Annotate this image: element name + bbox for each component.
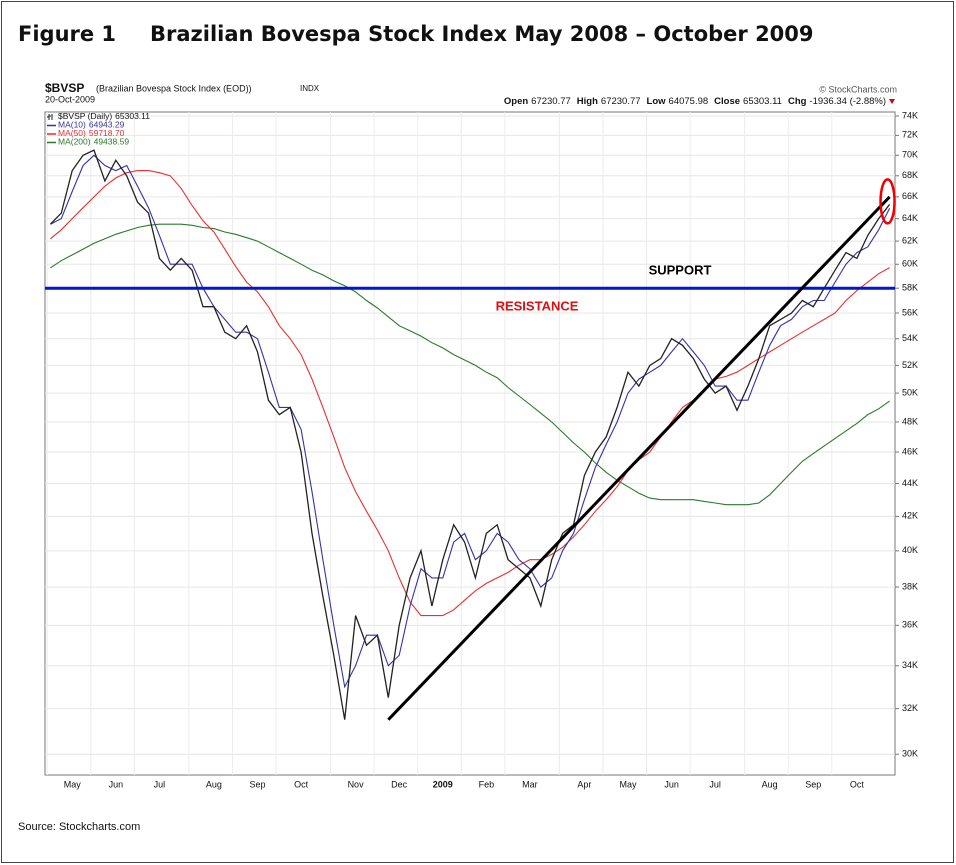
legend-name: $BVSP (Daily) (58, 111, 112, 121)
x-tick-label: May (620, 779, 638, 789)
highlight (879, 178, 896, 225)
price-line (49, 149, 891, 720)
quote-label: High (577, 96, 598, 107)
y-tick-label: 70K (902, 150, 918, 160)
symbol: $BVSP (45, 81, 84, 95)
quote-label: Chg (788, 96, 807, 107)
legend-entry: $BVSP (Daily) 65303.11 (58, 111, 150, 121)
y-tick-label: 64K (902, 213, 918, 223)
legend-value: 49438.59 (94, 137, 130, 147)
y-tick-label: 58K (902, 283, 918, 293)
y-tick-label: 74K (902, 110, 918, 120)
quote-label: Low (647, 96, 667, 107)
x-tick-label: Oct (294, 779, 309, 789)
y-tick-label: 30K (902, 749, 918, 759)
legend-icon (47, 114, 53, 120)
quote-label: Open (504, 96, 528, 107)
y-tick-label: 68K (902, 170, 918, 180)
x-tick-label: Feb (479, 779, 495, 789)
y-tick-label: 32K (902, 703, 918, 713)
ma-line (50, 154, 891, 689)
y-tick-label: 48K (902, 416, 918, 426)
trendline (387, 195, 891, 721)
ma-line (50, 223, 890, 506)
source: Source: Stockcharts.com (18, 821, 140, 833)
x-tick-label: Aug (206, 779, 222, 789)
legend-name: MA(10) (58, 120, 86, 130)
y-tick-label: 60K (902, 259, 918, 269)
legend-entry: MA(10) 64943.29 (58, 120, 125, 130)
y-tick-label: 44K (902, 478, 918, 488)
x-tick-label: May (64, 779, 82, 789)
y-tick-label: 56K (902, 307, 918, 317)
quote-value: 64075.98 (669, 96, 709, 107)
annotation: SUPPORT (649, 263, 712, 278)
y-tick-label: 36K (902, 620, 918, 630)
y-tick-label: 38K (902, 581, 918, 591)
y-tick-label: 52K (902, 360, 918, 370)
y-tick-label: 50K (902, 387, 918, 397)
y-tick-label: 54K (902, 333, 918, 343)
x-tick-label: Jun (109, 779, 124, 789)
quote-value: -1936.34 (-2.88%) (809, 96, 886, 107)
x-tick-label: Nov (348, 779, 365, 789)
x-tick-label: Jul (709, 779, 721, 789)
y-tick-label: 66K (902, 191, 918, 201)
quote: Open 67230.77 High 67230.77 Low 64075.98 Close… (504, 96, 886, 107)
quote-label: Close (714, 96, 740, 107)
date: 20-Oct-2009 (45, 94, 95, 104)
figure-title: Brazilian Bovespa Stock Index May 2008 –… (150, 22, 814, 46)
x-tick-label: Oct (850, 779, 865, 789)
quote-value: 65303.11 (743, 96, 782, 107)
down-arrow (889, 99, 895, 104)
credit: © StockCharts.com (819, 84, 897, 94)
annotation: RESISTANCE (496, 299, 579, 314)
legend-entry: MA(200) 49438.59 (58, 137, 129, 147)
legend-name: MA(50) (58, 128, 86, 138)
exchange: INDX (300, 84, 320, 93)
chart-subtitle: (Brazilian Bovespa Stock Index (EOD)) (96, 83, 252, 93)
x-tick-label: Aug (762, 779, 778, 789)
x-tick-label: Mar (522, 779, 538, 789)
x-tick-label: Jun (664, 779, 679, 789)
quote-value: 67230.77 (601, 96, 641, 107)
y-tick-label: 34K (902, 660, 918, 670)
y-tick-label: 72K (902, 130, 918, 140)
legend-entry: MA(50) 59718.70 (58, 128, 125, 138)
x-tick-label: Sep (805, 779, 821, 789)
y-tick-label: 42K (902, 511, 918, 521)
x-tick-label: Jul (154, 779, 166, 789)
x-tick-label: Sep (249, 779, 265, 789)
y-tick-label: 62K (902, 235, 918, 245)
x-tick-label: 2009 (433, 779, 453, 789)
legend-value: 65303.11 (115, 111, 150, 121)
ma-line (50, 170, 890, 617)
y-tick-label: 40K (902, 545, 918, 555)
figure-label: Figure 1 (18, 22, 116, 46)
x-tick-label: Dec (391, 779, 408, 789)
x-tick-label: Apr (577, 779, 591, 789)
legend-value: 64943.29 (89, 120, 125, 130)
quote-value: 67230.77 (531, 96, 571, 107)
plot-frame (44, 111, 896, 776)
y-tick-label: 46K (902, 446, 918, 456)
legend-value: 59718.70 (89, 128, 125, 138)
legend-name: MA(200) (58, 137, 91, 147)
